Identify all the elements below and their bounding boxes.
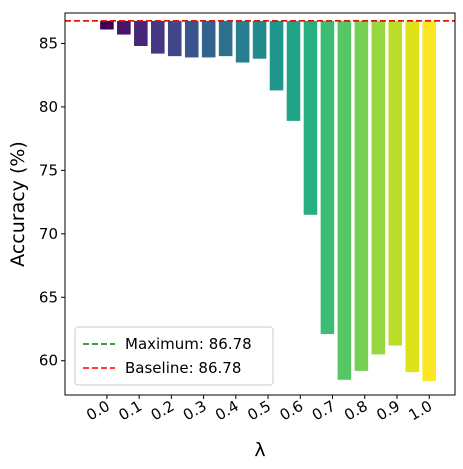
- x-tick-label: 0.2: [148, 397, 178, 425]
- bar: [422, 20, 436, 382]
- bar: [184, 20, 199, 58]
- x-tick-label: 0.6: [277, 397, 307, 425]
- bar: [235, 20, 250, 63]
- bar: [218, 20, 233, 57]
- bar: [354, 20, 369, 371]
- bar: [371, 20, 386, 355]
- bar: [337, 20, 352, 380]
- x-axis-label: λ: [254, 439, 265, 461]
- legend-label: Baseline: 86.78: [125, 359, 241, 377]
- y-tick-label: 80: [39, 98, 58, 116]
- y-tick-label: 85: [39, 34, 58, 52]
- y-tick-label: 70: [39, 225, 58, 243]
- x-tick-label: 1.0: [406, 397, 436, 425]
- x-tick-label: 0.3: [180, 397, 210, 425]
- bar: [303, 20, 318, 215]
- x-tick-label: 0.0: [83, 397, 113, 425]
- bar: [388, 20, 403, 346]
- bar: [269, 20, 284, 91]
- bar: [167, 20, 182, 57]
- x-tick-label: 0.9: [373, 397, 403, 425]
- bar: [252, 20, 267, 59]
- y-tick-label: 65: [39, 288, 58, 306]
- x-tick-label: 0.1: [115, 397, 145, 425]
- x-tick-label: 0.8: [341, 397, 371, 425]
- y-axis-label: Accuracy (%): [7, 141, 29, 267]
- legend-label: Maximum: 86.78: [125, 335, 252, 353]
- x-tick-label: 0.7: [309, 397, 339, 425]
- bar: [286, 20, 301, 121]
- x-tick-label: 0.4: [212, 397, 242, 425]
- bar: [201, 20, 216, 58]
- bar: [117, 20, 131, 35]
- x-tick-label: 0.5: [244, 397, 274, 425]
- y-tick-label: 60: [39, 352, 58, 370]
- bar: [100, 20, 114, 30]
- bar: [320, 20, 335, 335]
- legend-box: [74, 326, 274, 386]
- plot-frame: [64, 12, 456, 396]
- y-tick-label: 75: [39, 161, 58, 179]
- bar: [134, 20, 148, 46]
- bar: [405, 20, 420, 373]
- bar: [151, 20, 165, 54]
